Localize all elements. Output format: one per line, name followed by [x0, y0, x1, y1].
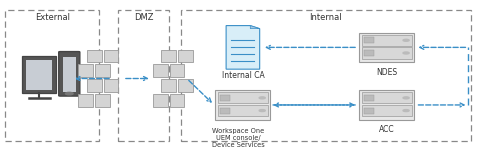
Bar	[180, 10, 470, 141]
FancyBboxPatch shape	[103, 79, 118, 92]
Circle shape	[65, 92, 73, 95]
Text: DMZ: DMZ	[133, 13, 153, 22]
FancyBboxPatch shape	[78, 94, 93, 107]
FancyBboxPatch shape	[217, 105, 267, 116]
FancyBboxPatch shape	[22, 56, 56, 92]
Circle shape	[259, 110, 264, 112]
FancyBboxPatch shape	[361, 35, 411, 46]
FancyBboxPatch shape	[178, 50, 192, 62]
FancyBboxPatch shape	[161, 50, 176, 62]
FancyBboxPatch shape	[169, 65, 184, 77]
Text: Workspace One
UEM console/
Device Services: Workspace One UEM console/ Device Servic…	[211, 127, 264, 148]
Text: NDES: NDES	[375, 68, 396, 77]
Text: Internal CA: Internal CA	[221, 71, 264, 81]
FancyBboxPatch shape	[86, 79, 101, 92]
FancyBboxPatch shape	[220, 108, 230, 114]
FancyBboxPatch shape	[25, 60, 52, 90]
FancyBboxPatch shape	[359, 33, 413, 62]
FancyBboxPatch shape	[363, 37, 373, 43]
Polygon shape	[250, 26, 259, 29]
Circle shape	[402, 97, 408, 99]
FancyBboxPatch shape	[95, 94, 110, 107]
FancyBboxPatch shape	[220, 95, 230, 101]
FancyBboxPatch shape	[59, 52, 80, 96]
FancyBboxPatch shape	[215, 90, 270, 120]
Text: ACC: ACC	[378, 125, 394, 134]
FancyBboxPatch shape	[78, 65, 93, 77]
Circle shape	[259, 97, 264, 99]
Circle shape	[402, 110, 408, 112]
FancyBboxPatch shape	[361, 47, 411, 59]
FancyBboxPatch shape	[153, 94, 167, 107]
FancyBboxPatch shape	[359, 90, 413, 120]
FancyBboxPatch shape	[153, 65, 167, 77]
FancyBboxPatch shape	[361, 105, 411, 116]
Polygon shape	[226, 26, 259, 69]
FancyBboxPatch shape	[95, 65, 110, 77]
FancyBboxPatch shape	[178, 79, 192, 92]
Bar	[118, 10, 168, 141]
Circle shape	[402, 39, 408, 41]
FancyBboxPatch shape	[217, 92, 267, 103]
FancyBboxPatch shape	[363, 50, 373, 56]
FancyBboxPatch shape	[103, 50, 118, 62]
Text: External: External	[35, 13, 70, 22]
FancyBboxPatch shape	[361, 92, 411, 103]
FancyBboxPatch shape	[86, 50, 101, 62]
FancyBboxPatch shape	[63, 57, 75, 92]
FancyBboxPatch shape	[161, 79, 176, 92]
FancyBboxPatch shape	[169, 94, 184, 107]
Bar	[5, 10, 99, 141]
FancyBboxPatch shape	[363, 95, 373, 101]
Text: Internal: Internal	[309, 13, 341, 22]
Circle shape	[402, 52, 408, 54]
FancyBboxPatch shape	[363, 108, 373, 114]
